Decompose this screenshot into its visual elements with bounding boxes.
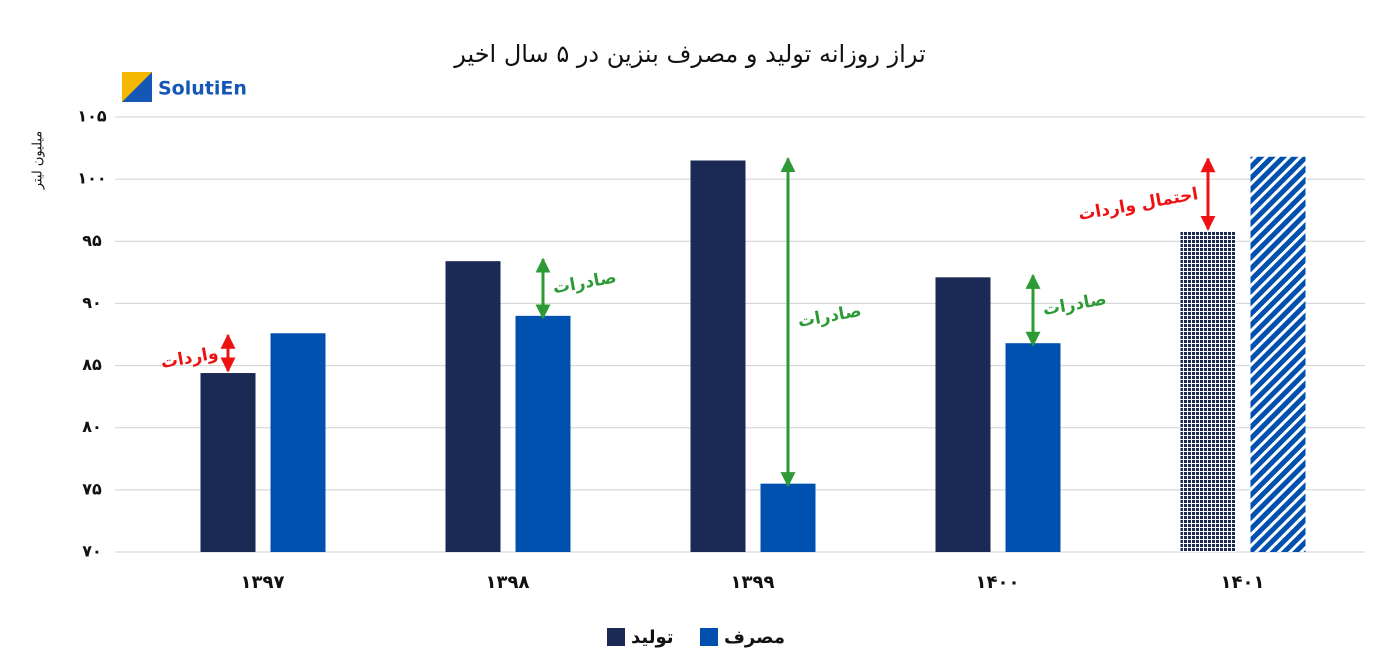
annotation-label: صادرات <box>796 301 863 332</box>
y-tick-label: ۸۰ <box>82 417 102 436</box>
annotation-label: صادرات <box>551 268 618 299</box>
bar <box>200 373 256 552</box>
y-axis-label: میلیون لیتر <box>31 131 46 191</box>
annotation-label: واردات <box>159 343 219 373</box>
legend-swatch <box>607 628 625 646</box>
x-tick-label: ۱۴۰۰ <box>976 572 1020 593</box>
y-tick-label: ۷۵ <box>82 479 102 498</box>
bar <box>445 261 501 552</box>
legend-label: مصرف <box>724 627 785 648</box>
bar <box>1250 156 1306 552</box>
y-tick-label: ۷۰ <box>82 542 102 561</box>
x-tick-label: ۱۳۹۹ <box>731 572 775 593</box>
annotation-label: صادرات <box>1041 289 1108 320</box>
x-tick-label: ۱۳۹۸ <box>486 572 530 593</box>
y-tick-label: ۱۰۰ <box>77 169 106 188</box>
x-tick-label: ۱۴۰۱ <box>1221 572 1265 593</box>
bar <box>1180 231 1236 553</box>
bar <box>935 277 991 552</box>
bar <box>760 483 816 552</box>
logo: SolutiEn <box>122 72 247 102</box>
x-tick-label: ۱۳۹۷ <box>241 572 285 593</box>
bar <box>690 160 746 552</box>
bar <box>270 333 326 552</box>
legend-swatch <box>700 628 718 646</box>
y-tick-label: ۱۰۵ <box>77 107 107 126</box>
y-tick-label: ۹۰ <box>82 293 102 312</box>
y-tick-label: ۸۵ <box>82 355 102 374</box>
y-tick-label: ۹۵ <box>82 231 102 250</box>
bar <box>515 315 571 552</box>
bar <box>1005 343 1061 552</box>
logo-text: SolutiEn <box>158 78 247 100</box>
chart-title: تراز روزانه تولید و مصرف بنزین در ۵ سال … <box>453 40 926 68</box>
legend-label: تولید <box>631 627 674 648</box>
annotation-label: احتمال واردات <box>1077 184 1200 225</box>
